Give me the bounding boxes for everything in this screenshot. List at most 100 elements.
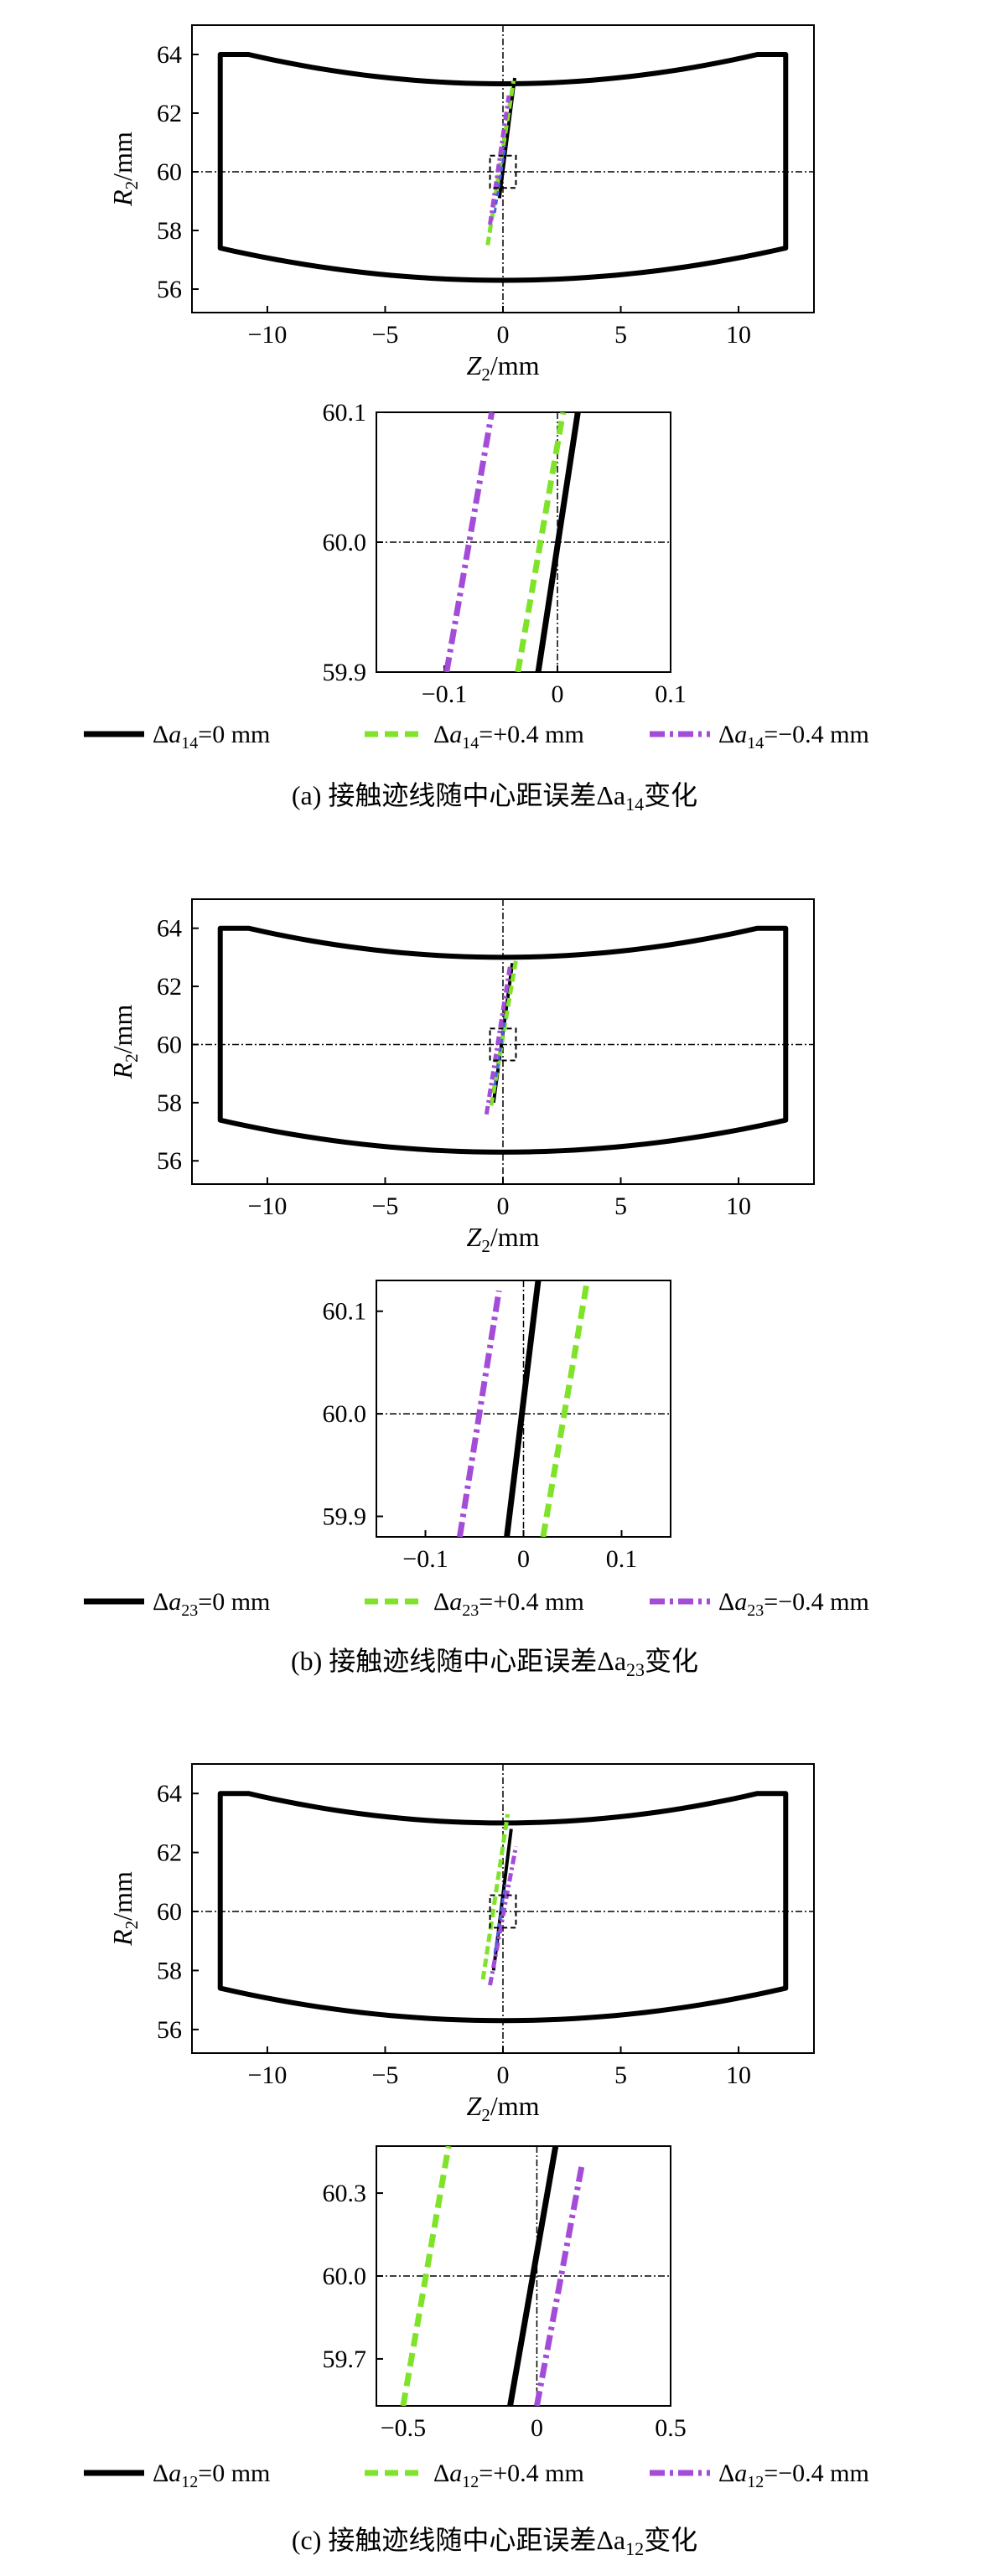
y-tick-label: 58 <box>157 1089 182 1117</box>
inset-series-0mm <box>535 412 581 672</box>
legend-c: Δa12=0 mm Δa12=+0.4 mm Δa12=−0.4 mm <box>84 2460 869 2491</box>
x-tick-label: 0 <box>497 1192 510 1220</box>
inset-series-minus-0.4mm <box>443 412 495 672</box>
inset-y-tick-label: 60.0 <box>323 2263 367 2290</box>
inset-x-tick-label: 0 <box>531 2414 543 2442</box>
y-axis-label: R2/mm <box>107 1871 142 1947</box>
x-tick-label: 10 <box>726 1192 751 1220</box>
inset-plot-b: −0.1 0 0.1 59.9 60.0 60.1 <box>323 1280 671 1573</box>
x-tick-label: −5 <box>372 1192 399 1220</box>
x-tick-label: −10 <box>247 321 287 349</box>
y-tick-label: 64 <box>157 915 182 943</box>
main-series-plus-0.4mm <box>480 1813 511 1980</box>
x-tick-label: 5 <box>614 2061 627 2089</box>
main-plot-c: −10 −5 0 5 10 56 58 60 62 64 Z2/mm R2/mm <box>107 1763 815 2125</box>
tooth-profile-outline <box>217 925 789 1155</box>
x-tick-label: 0 <box>497 2061 510 2089</box>
inset-series-group <box>456 1280 590 1537</box>
main-plot-b: −10 −5 0 5 10 56 58 60 62 64 Z2/mm R2/mm <box>107 898 815 1256</box>
x-tick-label: −5 <box>372 321 399 349</box>
inset-y-tick-label: 60.0 <box>323 1400 367 1428</box>
main-series-0mm <box>497 77 517 199</box>
y-axis-label: R2/mm <box>107 132 142 207</box>
panel-b: −10 −5 0 5 10 56 58 60 62 64 Z2/mm R2/mm −0.1 0 0.1 59.… <box>84 898 869 1680</box>
y-tick-label: 58 <box>157 217 182 245</box>
zoom-region-box <box>489 154 517 189</box>
zoom-region-box <box>489 1027 517 1062</box>
inset-series-0mm <box>504 1280 542 1537</box>
panel-caption: (a) 接触迹线随中心距误差Δa14变化 <box>292 780 697 815</box>
inset-y-tick-label: 59.7 <box>323 2346 367 2373</box>
panel-caption: (b) 接触迹线随中心距误差Δa23变化 <box>291 1646 698 1680</box>
y-tick-label: 56 <box>157 2016 182 2044</box>
inset-x-tick-label: −0.1 <box>402 1545 448 1573</box>
y-tick-label: 56 <box>157 1147 182 1175</box>
inset-x-tick-label: 0 <box>552 680 564 708</box>
main-accent-trace <box>493 1885 507 1953</box>
inset-y-tick-label: 60.1 <box>323 1298 367 1326</box>
main-accent-trace <box>493 1018 507 1086</box>
y-tick-label: 62 <box>157 100 182 127</box>
panel-c: −10 −5 0 5 10 56 58 60 62 64 Z2/mm R2/mm −0.5 0 0.5 59.… <box>84 1763 869 2559</box>
inset-series-0mm <box>507 2146 559 2406</box>
x-tick-label: 10 <box>726 321 751 349</box>
inset-y-tick-label: 60.1 <box>323 399 367 427</box>
x-tick-label: −5 <box>372 2061 399 2089</box>
inset-y-tick-label: 60.3 <box>323 2180 367 2207</box>
inset-series-group <box>443 412 581 672</box>
x-tick-label: 10 <box>726 2061 751 2089</box>
legend-a: Δa14=0 mm Δa14=+0.4 mm Δa14=−0.4 mm <box>84 721 869 753</box>
x-tick-label: −10 <box>247 2061 287 2089</box>
y-tick-label: 58 <box>157 1957 182 1984</box>
inset-plot-c: −0.5 0 0.5 59.7 60.0 60.3 <box>323 2145 687 2442</box>
legend-label: Δa23=0 mm <box>153 1588 270 1620</box>
legend-label: Δa23=+0.4 mm <box>433 1588 584 1620</box>
x-tick-label: 0 <box>497 321 510 349</box>
y-tick-label: 60 <box>157 158 182 186</box>
legend-label: Δa12=0 mm <box>153 2460 270 2491</box>
y-axis-label: R2/mm <box>107 1005 142 1080</box>
panel-a: −10 −5 0 5 10 56 58 60 62 64 Z2/mm R2/mm −0.1 0 0.1 59.… <box>84 24 869 815</box>
y-tick-label: 62 <box>157 1839 182 1867</box>
legend-label: Δa14=+0.4 mm <box>433 721 584 753</box>
inset-x-tick-label: 0 <box>517 1545 530 1573</box>
y-tick-label: 64 <box>157 41 182 69</box>
legend-b: Δa23=0 mm Δa23=+0.4 mm Δa23=−0.4 mm <box>84 1588 869 1620</box>
tooth-profile-outline <box>217 52 789 283</box>
inset-series-plus-0.4mm <box>400 2146 452 2406</box>
tooth-profile-outline <box>217 1791 789 2024</box>
inset-series-plus-0.4mm <box>540 1280 590 1537</box>
legend-label: Δa12=−0.4 mm <box>718 2460 869 2491</box>
inset-series-minus-0.4mm <box>534 2162 586 2406</box>
inset-y-tick-label: 59.9 <box>323 659 367 686</box>
legend-label: Δa12=+0.4 mm <box>433 2460 584 2491</box>
inset-y-tick-label: 60.0 <box>323 529 367 556</box>
inset-y-tick-label: 59.9 <box>323 1503 367 1531</box>
inset-series-plus-0.4mm <box>515 412 567 672</box>
x-axis-label: Z2/mm <box>467 350 540 385</box>
inset-x-tick-label: 0.1 <box>655 680 687 708</box>
y-tick-label: 64 <box>157 1780 182 1808</box>
x-tick-label: −10 <box>247 1192 287 1220</box>
main-plot-a: −10 −5 0 5 10 56 58 60 62 64 Z2/mm R2/mm <box>107 24 815 385</box>
main-series-minus-0.4mm <box>488 95 511 225</box>
x-tick-label: 5 <box>614 321 627 349</box>
zoom-region-box <box>489 1894 517 1929</box>
main-series-minus-0.4mm <box>484 965 512 1115</box>
inset-x-tick-label: 0.5 <box>655 2414 687 2442</box>
inset-x-tick-label: 0.1 <box>606 1545 638 1573</box>
main-series-minus-0.4mm <box>488 1846 518 1986</box>
x-axis-label: Z2/mm <box>467 1222 540 1256</box>
inset-series-minus-0.4mm <box>456 1290 502 1537</box>
inset-x-tick-label: −0.1 <box>422 680 467 708</box>
inset-x-tick-label: −0.5 <box>381 2414 426 2442</box>
legend-label: Δa23=−0.4 mm <box>718 1588 869 1620</box>
panel-caption: (c) 接触迹线随中心距误差Δa12变化 <box>292 2525 697 2559</box>
x-axis-label: Z2/mm <box>467 2091 540 2125</box>
inset-series-group <box>400 2146 586 2406</box>
y-tick-label: 56 <box>157 276 182 303</box>
legend-label: Δa14=0 mm <box>153 721 270 753</box>
y-tick-label: 62 <box>157 973 182 1001</box>
y-tick-label: 60 <box>157 1898 182 1926</box>
main-accent-trace <box>493 145 507 214</box>
